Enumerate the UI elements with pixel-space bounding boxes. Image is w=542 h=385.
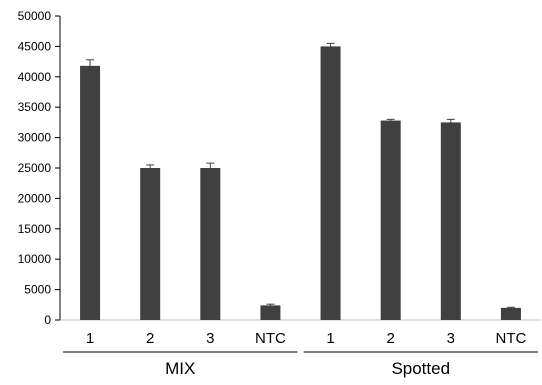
group-label: Spotted [391, 359, 450, 378]
bar [440, 122, 461, 321]
category-label: NTC [255, 330, 286, 347]
y-tick-label: 30000 [18, 131, 52, 145]
category-label: NTC [496, 330, 527, 347]
y-tick-label: 5000 [24, 283, 51, 297]
category-label: 3 [206, 330, 214, 347]
bar [380, 120, 401, 321]
bars [80, 42, 521, 321]
group-label: MIX [165, 359, 195, 378]
y-tick-label: 20000 [18, 191, 52, 205]
bar [80, 65, 101, 320]
y-axis-ticks: 0 5000 10000 15000 20000 25000 30000 35000 40000… [18, 9, 60, 327]
category-label: 2 [387, 330, 395, 347]
category-label: 1 [326, 330, 334, 347]
bar [140, 168, 161, 320]
y-tick-label: 25000 [18, 161, 52, 175]
category-label: 1 [86, 330, 94, 347]
category-label: 2 [146, 330, 154, 347]
y-tick-label: 45000 [18, 39, 52, 53]
bar [500, 307, 521, 320]
y-tick-label: 15000 [18, 222, 52, 236]
bar [320, 46, 341, 321]
category-label: 3 [447, 330, 455, 347]
y-tick-label: 40000 [18, 70, 52, 84]
category-labels: 1 2 3 NTC 1 2 3 NTC [86, 330, 527, 347]
group-labels: MIX Spotted [63, 351, 538, 378]
y-tick-label: 0 [44, 313, 51, 327]
y-tick-label: 10000 [18, 252, 52, 266]
bar [260, 305, 281, 320]
y-tick-label: 35000 [18, 100, 52, 114]
y-tick-label: 50000 [18, 9, 52, 23]
bar [200, 168, 221, 320]
